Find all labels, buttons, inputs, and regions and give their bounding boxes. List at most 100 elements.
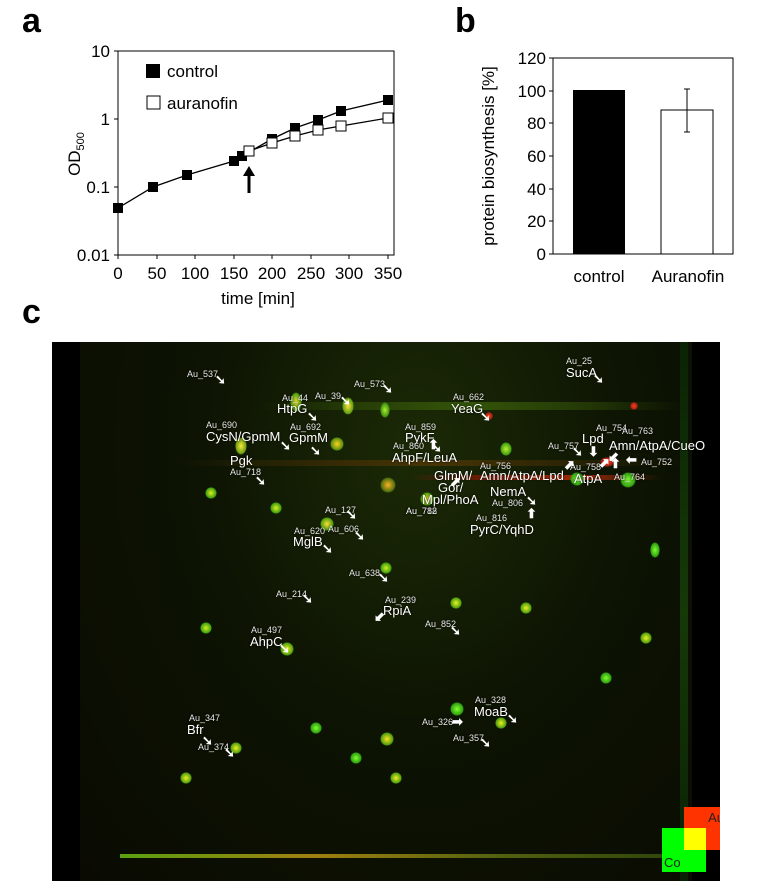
spot-label-name: Lpd [582, 431, 604, 446]
spot-label-id: Au_214 [276, 589, 308, 599]
spot-label-id: Au_39 [315, 391, 342, 401]
legend-control-marker [146, 64, 160, 78]
spot-label-id: Au_537 [187, 369, 219, 379]
spot-label-name: YeaG [451, 401, 484, 416]
spot-arrow-icon: ⬇ [588, 444, 599, 459]
spot-arrow-icon: ⬈ [564, 457, 575, 472]
spot-arrow-icon: ⬋ [374, 609, 385, 624]
spot-label-name: Mpl/PhoA [422, 492, 479, 507]
bar-auranofin [660, 109, 714, 255]
spot-label-id: Au_347 [189, 713, 221, 723]
spot-label-id: Au_326 [422, 717, 454, 727]
error-bar-auranofin [684, 88, 690, 133]
y-tick-labels: 120 100 80 60 40 20 0 [518, 49, 546, 264]
spot-label-id: Au_374 [198, 742, 230, 752]
spot-arrow-icon: ➡ [452, 714, 463, 729]
spot-arrow-icon: ➘ [224, 745, 235, 760]
spot-label-id: Au_606 [328, 524, 360, 534]
bar-control [573, 90, 625, 254]
auranofin-series-markers [243, 112, 394, 157]
spot-label-id: Au_328 [475, 695, 507, 705]
spot-arrow-icon: ➘ [526, 493, 537, 508]
svg-text:120: 120 [518, 49, 546, 68]
panel-a-letter: a [22, 2, 41, 40]
spot-label-name: RpiA [383, 603, 412, 618]
legend-overlap-square [684, 828, 706, 850]
spot-label-name: Pgk [230, 453, 253, 468]
spot-label-name: NemA [490, 484, 527, 499]
spot-arrow-icon: ➘ [572, 444, 583, 459]
spot-arrow-icon: ➘ [307, 409, 318, 424]
legend-auranofin-label: auranofin [167, 94, 238, 113]
svg-text:60: 60 [527, 147, 546, 166]
spot-arrow-icon: ➘ [480, 735, 491, 750]
spot-arrow-icon: ➘ [279, 641, 290, 656]
x-axis-label: time [min] [221, 289, 295, 308]
spot-arrow-icon: ⬋ [608, 449, 619, 464]
svg-text:20: 20 [527, 212, 546, 231]
spot-label-id: Au_127 [325, 505, 357, 515]
y-axis-label: OD500 [65, 132, 87, 176]
spot-label-name: SucA [566, 365, 598, 380]
spot-label-id: Au_763 [622, 426, 654, 436]
spot-label-id: Au_718 [406, 506, 438, 516]
svg-text:50: 50 [148, 264, 167, 283]
plot-frame [117, 50, 395, 256]
spot-label-name: GpmM [289, 430, 328, 445]
spot-arrow-icon: ⬆ [428, 437, 439, 452]
spot-label-id: Au_860 [393, 441, 425, 451]
spot-label-id: Au_620 [294, 526, 326, 536]
spot-label-name: MglB [293, 534, 323, 549]
spot-arrow-icon: ➘ [593, 371, 604, 386]
svg-text:10: 10 [91, 42, 110, 61]
spot-label-id: Au_357 [453, 733, 485, 743]
panel-c-letter: c [22, 293, 41, 331]
svg-text:350: 350 [374, 264, 402, 283]
x-tick-labels: 0 50 100 150 200 250 300 350 [113, 264, 402, 283]
svg-text:250: 250 [297, 264, 325, 283]
svg-text:0: 0 [537, 245, 546, 264]
spot-label-id: Au_852 [425, 619, 457, 629]
spot-label-name: Bfr [187, 722, 204, 737]
spot-label-name: Amn/AtpA/Lpd [480, 468, 564, 483]
spot-arrow-icon: ⬅ [626, 452, 637, 467]
gel-field [80, 342, 700, 881]
spot-label-id: Au_757 [548, 441, 580, 451]
growth-curve-chart: 10 1 0.1 0.01 0 50 100 150 200 250 300 3… [65, 42, 402, 308]
x-label-control: control [573, 267, 624, 286]
spot-arrow-icon: ➘ [280, 438, 291, 453]
spot-label-id: Au_638 [349, 568, 381, 578]
spot-arrow-icon: ➘ [255, 473, 266, 488]
spot-label-name: GlmM/ [434, 468, 473, 483]
spot-label-id: Au_764 [614, 472, 646, 482]
svg-text:40: 40 [527, 180, 546, 199]
spot-label-id: Au_806 [492, 498, 524, 508]
spot-arrow-icon: ⬆ [526, 506, 537, 521]
protein-biosynthesis-chart: 120 100 80 60 40 20 0 protein biosynthes… [479, 49, 734, 286]
treatment-arrow-icon [243, 166, 255, 193]
spot-arrow-icon: ➘ [346, 507, 357, 522]
spot-arrow-icon: ➘ [431, 440, 442, 455]
spot-arrow-icon: ⬆ [610, 456, 621, 471]
svg-text:150: 150 [220, 264, 248, 283]
spot-label-name: MoaB [474, 704, 508, 719]
spot-label-id: Au_718 [230, 467, 262, 477]
svg-text:0: 0 [113, 264, 122, 283]
spot-label-id: Au_859 [405, 422, 437, 432]
spot-arrow-icon: ➘ [340, 393, 351, 408]
spot-arrow-icon: ⬈ [599, 455, 610, 470]
svg-text:200: 200 [258, 264, 286, 283]
spot-arrow-icon: ➘ [215, 372, 226, 387]
spot-label-name: AtpA [574, 471, 603, 486]
y-tick-labels: 10 1 0.1 0.01 [77, 42, 110, 265]
svg-text:OD500: OD500 [65, 132, 87, 176]
spot-arrow-icon: ➘ [322, 541, 333, 556]
svg-text:80: 80 [527, 114, 546, 133]
spot-label-name: Amn/AtpA/CueO [609, 438, 706, 453]
spot-label-id: Au_44 [282, 393, 309, 403]
legend-control-label: control [167, 62, 218, 81]
spot-label-name: AhpC [250, 634, 283, 649]
spot-label-name: Gor/ [438, 480, 464, 495]
spot-arrow-icon: ➘ [302, 591, 313, 606]
spot-label-name: PyrC/YqhD [470, 522, 534, 537]
